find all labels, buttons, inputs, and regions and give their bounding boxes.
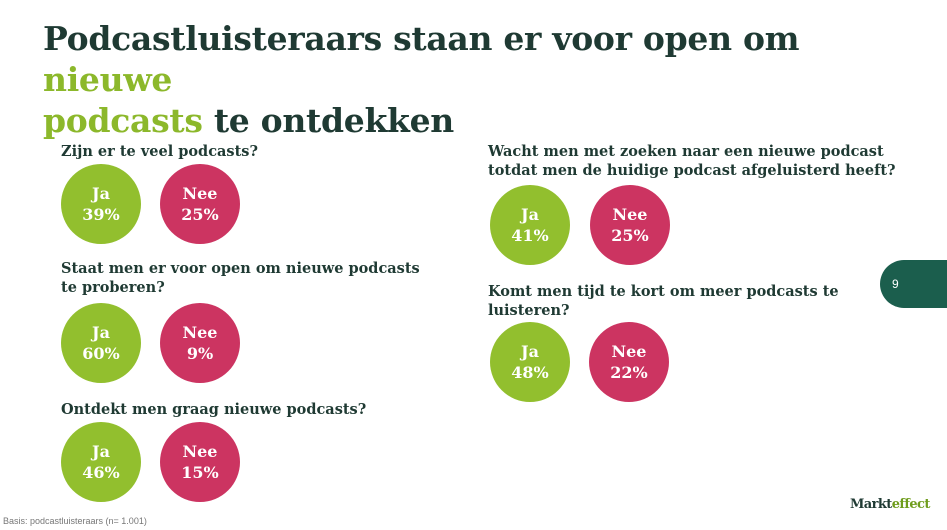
ja-label: Ja: [521, 342, 539, 361]
nee-label: Nee: [612, 205, 648, 224]
question-2-line-2: te proberen?: [61, 279, 165, 296]
nee-label: Nee: [182, 323, 218, 342]
nee-circle-3: Nee 15%: [160, 422, 240, 502]
nee-label: Nee: [611, 342, 647, 361]
question-4-line-2: totdat men de huidige podcast afgeluiste…: [488, 162, 896, 179]
nee-value: 25%: [181, 205, 219, 224]
question-2: Staat men er voor open om nieuwe podcast…: [61, 259, 420, 297]
nee-label: Nee: [182, 184, 218, 203]
logo-part-1: Markt: [850, 497, 892, 512]
page-title: Podcastluisteraars staan er voor open om…: [43, 18, 903, 141]
ja-circle-4: Ja 41%: [490, 185, 570, 265]
nee-circle-2: Nee 9%: [160, 303, 240, 383]
ja-value: 41%: [511, 226, 549, 245]
nee-value: 25%: [611, 226, 649, 245]
ja-circle-1: Ja 39%: [61, 164, 141, 244]
nee-circle-4: Nee 25%: [590, 185, 670, 265]
question-2-line-1: Staat men er voor open om nieuwe podcast…: [61, 260, 420, 277]
question-4-line-1: Wacht men met zoeken naar een nieuwe pod…: [488, 143, 884, 160]
logo-part-2: effect: [891, 497, 931, 512]
title-accent-1: nieuwe: [43, 60, 173, 99]
question-5-line-1: Komt men tijd te kort om meer podcasts t…: [488, 283, 839, 300]
nee-label: Nee: [182, 442, 218, 461]
ja-value: 48%: [511, 363, 549, 382]
nee-circle-1: Nee 25%: [160, 164, 240, 244]
ja-label: Ja: [92, 323, 110, 342]
ja-label: Ja: [521, 205, 539, 224]
nee-circle-5: Nee 22%: [589, 322, 669, 402]
ja-label: Ja: [92, 442, 110, 461]
ja-circle-2: Ja 60%: [61, 303, 141, 383]
question-1: Zijn er te veel podcasts?: [61, 143, 258, 160]
question-3: Ontdekt men graag nieuwe podcasts?: [61, 401, 367, 418]
ja-circle-3: Ja 46%: [61, 422, 141, 502]
ja-circle-5: Ja 48%: [490, 322, 570, 402]
nee-value: 9%: [186, 344, 214, 363]
ja-value: 39%: [82, 205, 120, 224]
question-5-line-2: luisteren?: [488, 302, 570, 319]
page-number-tab: 9: [880, 260, 947, 308]
nee-value: 22%: [610, 363, 648, 382]
basis-note: Basis: podcastluisteraars (n= 1.001): [3, 516, 147, 526]
title-part-1: Podcastluisteraars staan er voor open om: [43, 19, 800, 58]
question-5: Komt men tijd te kort om meer podcasts t…: [488, 282, 839, 320]
ja-value: 60%: [82, 344, 120, 363]
nee-value: 15%: [181, 463, 219, 482]
title-part-2: te ontdekken: [202, 101, 454, 140]
page-number: 9: [892, 277, 899, 291]
title-accent-2: podcasts: [43, 101, 203, 140]
markteffect-logo: Markteffect: [850, 497, 930, 512]
ja-label: Ja: [92, 184, 110, 203]
question-4: Wacht men met zoeken naar een nieuwe pod…: [488, 142, 896, 180]
ja-value: 46%: [82, 463, 120, 482]
